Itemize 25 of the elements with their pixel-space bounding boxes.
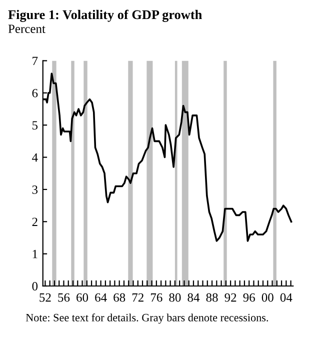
x-tick-label: 76 — [150, 293, 162, 302]
x-tick-label: 72 — [132, 293, 144, 302]
x-tick-label: 84 — [188, 293, 200, 302]
y-tick-label: 5 — [32, 121, 38, 130]
y-tick-label: 0 — [32, 282, 38, 290]
chart-title: Figure 1: Volatility of GDP growth — [8, 10, 202, 22]
y-tick-label: 1 — [32, 250, 38, 258]
y-tick-label: 7 — [32, 56, 38, 66]
y-tick-label: 4 — [32, 153, 38, 162]
x-tick-label: 52 — [40, 293, 51, 302]
y-tick-label: 6 — [32, 88, 38, 98]
x-tick-label: 96 — [243, 293, 255, 302]
x-tick-label: 92 — [224, 293, 236, 302]
x-tick-label: 56 — [58, 293, 70, 302]
y-axis-title: Percent — [8, 24, 46, 34]
y-tick-label: 3 — [32, 186, 38, 194]
y-tick-label: 2 — [32, 218, 38, 226]
x-tick-label: 88 — [206, 293, 218, 302]
x-tick-label: 64 — [95, 293, 107, 302]
x-tick-label: 00 — [262, 293, 274, 302]
text: Note: See text for details. Gray bars denote recessions. — [26, 313, 268, 324]
x-tick-label: 80 — [169, 293, 181, 302]
x-tick-label: 68 — [114, 293, 126, 302]
x-tick-label: 60 — [76, 293, 88, 302]
x-tick-label: 04 — [280, 293, 292, 302]
